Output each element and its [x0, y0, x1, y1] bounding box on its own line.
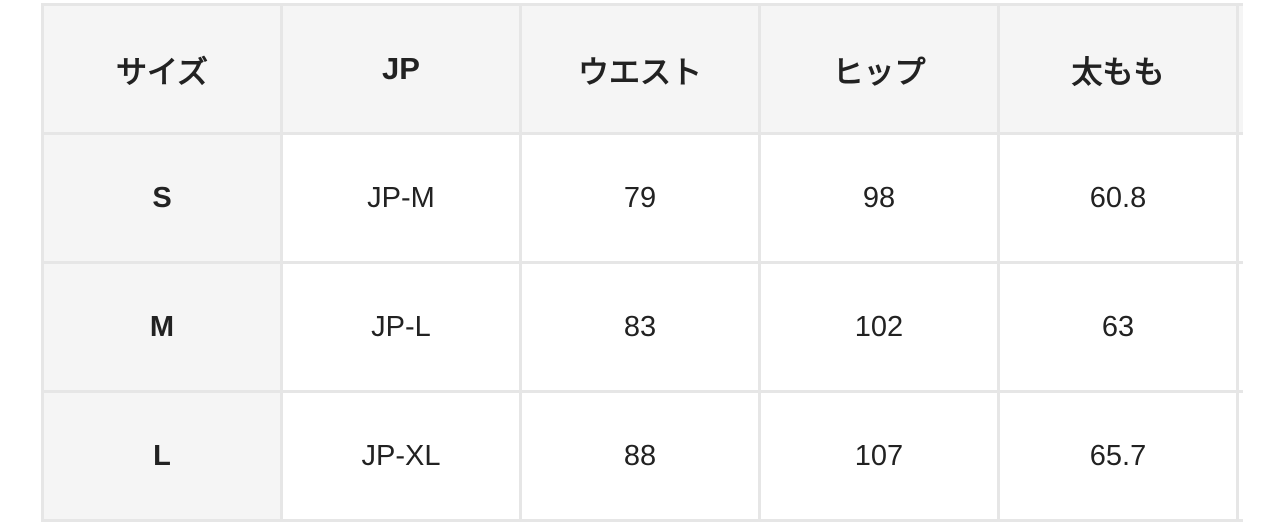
header-cutoff: [1236, 3, 1243, 135]
size-chart-table: サイズ JP ウエスト ヒップ 太もも S JP-M 79 98 60.8 M …: [41, 3, 1243, 522]
table-row: M JP-L 83 102 63: [41, 261, 1243, 393]
cell-hip: 107: [758, 390, 1000, 522]
header-waist: ウエスト: [519, 3, 761, 135]
row-size: L: [41, 390, 283, 522]
cell-thigh: 65.7: [997, 390, 1239, 522]
table-row: L JP-XL 88 107 65.7: [41, 390, 1243, 522]
cell-jp: JP-XL: [280, 390, 522, 522]
row-size: M: [41, 261, 283, 393]
header-row: サイズ JP ウエスト ヒップ 太もも: [41, 3, 1243, 135]
cell-hip: 102: [758, 261, 1000, 393]
cell-waist: 83: [519, 261, 761, 393]
row-size: S: [41, 132, 283, 264]
header-thigh: 太もも: [997, 3, 1239, 135]
cell-thigh: 63: [997, 261, 1239, 393]
header-jp: JP: [280, 3, 522, 135]
cell-waist: 88: [519, 390, 761, 522]
cell-cutoff: [1236, 390, 1243, 522]
cell-jp: JP-L: [280, 261, 522, 393]
cell-cutoff: [1236, 261, 1243, 393]
header-hip: ヒップ: [758, 3, 1000, 135]
table-row: S JP-M 79 98 60.8: [41, 132, 1243, 264]
cell-jp: JP-M: [280, 132, 522, 264]
cell-cutoff: [1236, 132, 1243, 264]
header-size: サイズ: [41, 3, 283, 135]
cell-hip: 98: [758, 132, 1000, 264]
cell-thigh: 60.8: [997, 132, 1239, 264]
cell-waist: 79: [519, 132, 761, 264]
